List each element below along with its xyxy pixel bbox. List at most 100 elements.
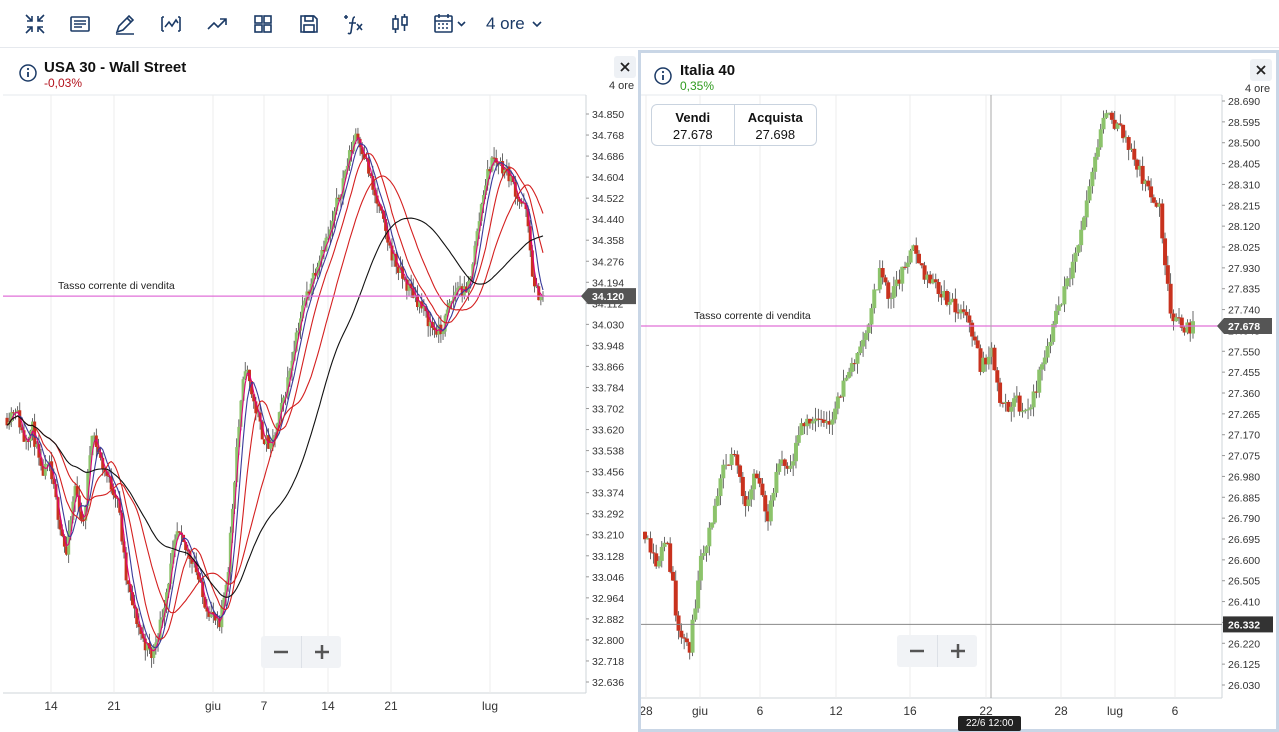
candle-body (441, 331, 445, 335)
candle-body (676, 615, 681, 631)
candle-body (490, 157, 494, 172)
save-icon[interactable] (294, 9, 324, 39)
candle-body (356, 133, 360, 139)
candle-body (160, 617, 164, 620)
moving-average-line (6, 153, 544, 640)
candle-body (763, 495, 768, 512)
candle-body (88, 455, 92, 472)
y-tick-label: 28.120 (1228, 221, 1260, 233)
candle-body (109, 476, 113, 490)
candle-body (897, 279, 902, 284)
x-tick-label: 22 (979, 704, 993, 718)
sell-button[interactable]: Vendi 27.678 (652, 105, 734, 145)
candle-body (782, 459, 787, 466)
candle-body (735, 454, 740, 466)
y-tick-label: 33.702 (592, 404, 624, 416)
y-tick-label: 28.500 (1228, 138, 1260, 150)
candle-body (201, 581, 205, 598)
candle-body (535, 286, 539, 288)
candle-body (1093, 156, 1098, 172)
function-icon[interactable] (339, 9, 369, 39)
candle-body (113, 495, 117, 498)
candle-body (1123, 137, 1128, 139)
price-change: -0,03% (44, 76, 83, 90)
close-button[interactable] (614, 56, 636, 78)
close-button[interactable] (1250, 59, 1272, 81)
candle-body (978, 348, 983, 372)
candle-body (1115, 123, 1120, 129)
candle-body (998, 382, 1003, 403)
candle-body (992, 347, 997, 371)
candle-body (526, 209, 530, 227)
candle-body (169, 563, 173, 584)
candle-body (819, 418, 824, 420)
candle-body (471, 264, 475, 277)
timeframe-dropdown[interactable]: 4 ore (486, 9, 543, 39)
candle-body (447, 302, 451, 310)
candle-body (345, 165, 349, 171)
candle-body (1135, 159, 1140, 170)
trend-icon[interactable] (202, 9, 232, 39)
indicator-icon[interactable] (156, 9, 186, 39)
y-tick-label: 28.310 (1228, 179, 1260, 191)
candle-body (802, 423, 807, 427)
info-icon[interactable] (18, 63, 38, 83)
candle-body (768, 500, 773, 522)
candle-body (698, 555, 703, 581)
current-price-label: 34.120 (592, 291, 624, 303)
candle-body (509, 176, 513, 182)
layout-grid-icon[interactable] (248, 9, 278, 39)
candle-body (788, 465, 793, 469)
zoom-in-button[interactable] (937, 635, 977, 667)
candle-body (922, 265, 927, 280)
candle-body (388, 242, 392, 246)
candle-body (347, 150, 351, 166)
candle-body (65, 546, 69, 555)
candle-body (1003, 401, 1008, 404)
candle-body (92, 435, 96, 437)
candle-body (670, 571, 675, 581)
candle-body (239, 400, 243, 427)
candle-body (824, 421, 829, 423)
candlestick-icon[interactable] (385, 9, 415, 39)
annotation-icon[interactable] (65, 9, 95, 39)
candle-body (754, 473, 759, 479)
candle-body (101, 457, 105, 469)
candle-body (1112, 119, 1117, 129)
candle-body (532, 276, 536, 287)
pencil-icon[interactable] (110, 9, 140, 39)
price-chart-usa30[interactable]: 34.850 34.768 34.686 34.604 34.522 34.440 34.3… (3, 50, 637, 732)
candle-body (69, 520, 73, 532)
collapse-icon[interactable] (20, 9, 50, 39)
candle-body (452, 295, 456, 302)
candle-body (738, 465, 743, 477)
candle-body (75, 486, 79, 496)
calendar-icon[interactable] (430, 9, 470, 39)
candle-body (411, 288, 415, 298)
x-tick-label: 21 (384, 699, 398, 713)
info-icon[interactable] (653, 66, 673, 86)
zoom-out-button[interactable] (897, 635, 937, 667)
candle-body (877, 268, 882, 290)
candle-body (196, 572, 200, 580)
y-tick-label: 28.405 (1228, 159, 1260, 171)
crosshair-price-label: 26.332 (1228, 619, 1260, 631)
candle-body (869, 308, 874, 325)
candle-body (975, 340, 980, 349)
candle-body (726, 464, 731, 466)
y-tick-label: 34.768 (592, 130, 624, 142)
zoom-out-button[interactable] (261, 636, 301, 668)
candle-body (793, 442, 798, 462)
y-tick-label: 27.835 (1228, 284, 1260, 296)
candle-body (273, 435, 277, 438)
zoom-in-button[interactable] (301, 636, 341, 668)
y-tick-label: 27.740 (1228, 305, 1260, 317)
price-chart-italia40[interactable]: 28.690 28.595 28.500 28.405 28.310 28.215 28.1… (641, 53, 1276, 729)
buy-label: Acquista (747, 110, 803, 125)
candle-body (712, 505, 717, 523)
candle-body (679, 630, 684, 638)
y-tick-label: 33.046 (592, 572, 624, 584)
buy-button[interactable]: Acquista 27.698 (733, 105, 817, 145)
candle-body (226, 572, 230, 585)
candle-body (1042, 357, 1047, 365)
